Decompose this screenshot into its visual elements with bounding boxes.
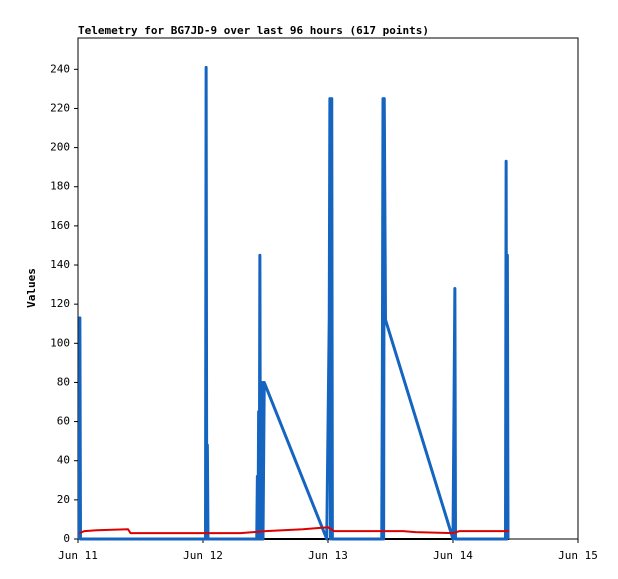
y-tick-label: 40 — [57, 454, 70, 467]
series-line — [78, 526, 510, 535]
y-tick-label: 80 — [57, 375, 70, 388]
y-tick-label: 160 — [50, 219, 70, 232]
y-tick-label: 200 — [50, 141, 70, 154]
y-tick-label: 120 — [50, 297, 70, 310]
y-tick-label: 240 — [50, 62, 70, 75]
x-tick-label: Jun 11 — [58, 549, 98, 562]
y-tick-label: 140 — [50, 258, 70, 271]
y-axis-label: Values — [25, 268, 38, 308]
chart-title: Telemetry for BG7JD-9 over last 96 hours… — [78, 24, 429, 37]
series-line — [77, 65, 510, 541]
x-tick-label: Jun 13 — [308, 549, 348, 562]
x-tick-label: Jun 14 — [433, 549, 473, 562]
x-tick-label: Jun 15 — [558, 549, 598, 562]
y-tick-label: 60 — [57, 415, 70, 428]
y-tick-label: 100 — [50, 336, 70, 349]
y-tick-label: 220 — [50, 101, 70, 114]
y-tick-label: 20 — [57, 493, 70, 506]
y-tick-label: 180 — [50, 180, 70, 193]
x-tick-label: Jun 12 — [183, 549, 223, 562]
y-tick-label: 0 — [63, 532, 70, 545]
